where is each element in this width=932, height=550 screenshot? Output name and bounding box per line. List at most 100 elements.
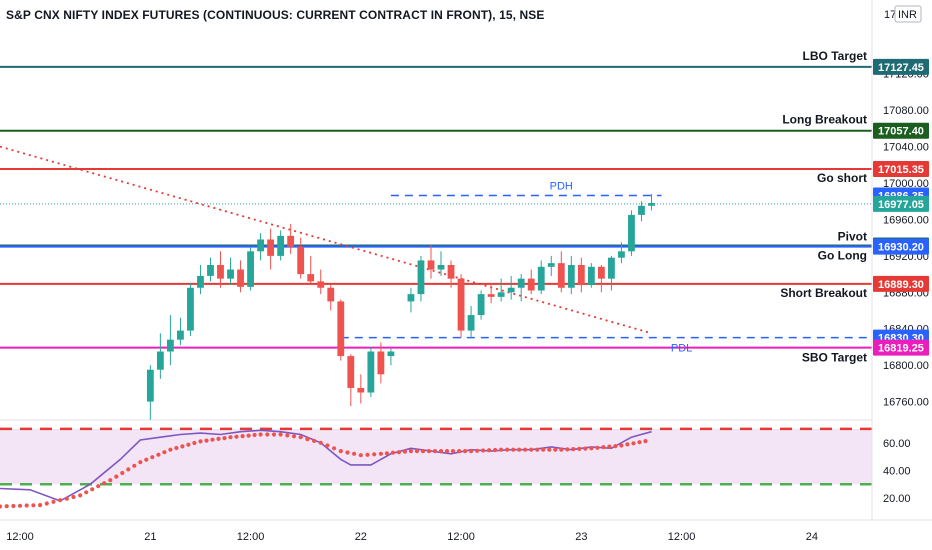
rsi-signal-dot xyxy=(426,449,432,454)
candle-body xyxy=(337,301,345,357)
rsi-signal-dot xyxy=(285,433,290,438)
candle-body xyxy=(477,294,485,316)
price-badge-label: 17057.40 xyxy=(878,126,924,138)
rsi-signal-dot xyxy=(583,446,588,451)
rsi-signal-dot xyxy=(114,474,119,479)
rsi-signal-dot xyxy=(372,452,377,457)
rsi-signal-dot xyxy=(365,452,370,457)
candle-body xyxy=(227,269,234,279)
rsi-signal-dot xyxy=(384,451,389,456)
rsi-signal-dot xyxy=(352,451,357,456)
rsi-band xyxy=(0,428,872,485)
rsi-signal-dot xyxy=(216,436,221,441)
price-badge-long-breakout xyxy=(873,122,929,139)
chart-title: S&P CNX NIFTY INDEX FUTURES (CONTINUOUS:… xyxy=(6,8,545,22)
candle-body xyxy=(307,274,315,282)
rsi-signal-dot xyxy=(565,447,570,452)
candle-body xyxy=(537,266,545,291)
rsi-signal-dot xyxy=(312,438,317,443)
candle-body xyxy=(317,281,325,288)
rsi-signal-dot xyxy=(17,503,23,508)
candle-body xyxy=(347,356,355,388)
trendline-group xyxy=(0,145,652,335)
price-tick-label: 16960.00 xyxy=(883,214,929,226)
rsi-signal-dot xyxy=(444,449,450,454)
rsi-signal-dot xyxy=(90,487,95,492)
rsi-signal-dot xyxy=(291,434,297,439)
candle-body xyxy=(166,339,174,352)
rsi-signal-dot xyxy=(358,453,363,458)
rsi-signal-dot xyxy=(517,447,522,452)
price-tick-label: 16800.00 xyxy=(883,360,929,372)
rsi-signal-dot xyxy=(529,447,534,452)
rsi-signal-dot xyxy=(162,450,167,455)
rsi-tick-label: 40.00 xyxy=(883,465,911,477)
candle-body xyxy=(327,287,335,302)
rsi-signal-dot xyxy=(553,447,558,452)
candle-body xyxy=(387,351,395,357)
rsi-signal-dot xyxy=(408,449,413,454)
rsi-signal-dot xyxy=(541,447,546,452)
candle-body xyxy=(217,264,224,279)
rsi-signal-dot xyxy=(378,451,383,456)
rsi-tick-label: 20.00 xyxy=(883,493,911,505)
rsi-signal-dot xyxy=(71,494,76,500)
rsi-signal-dot xyxy=(438,449,444,454)
rsi-signal-dot xyxy=(84,490,89,495)
rsi-signal-dot xyxy=(305,437,310,442)
price-badge-label: 16977.05 xyxy=(878,199,924,211)
rsi-signal-dot xyxy=(589,446,594,451)
price-axis: 17INR17120.0017080.0017040.0017000.00169… xyxy=(871,0,932,550)
axis-top-label: 17 xyxy=(884,9,896,21)
rsi-signal-dot xyxy=(631,441,636,446)
rsi-signal-dot xyxy=(619,443,624,448)
candle-body xyxy=(277,235,285,256)
time-tick-label: 21 xyxy=(144,531,156,543)
rsi-signal-dot xyxy=(469,449,474,454)
rsi-signal-dot xyxy=(420,449,426,454)
rsi-signal-dot xyxy=(198,439,203,444)
price-badge-label: 17015.35 xyxy=(878,164,924,176)
price-tick-label: 17080.00 xyxy=(883,105,929,117)
price-badge-label: 17127.45 xyxy=(878,62,924,74)
rsi-signal-dot xyxy=(38,503,43,508)
rsi-signal-dot xyxy=(44,501,49,506)
level-lines: LBO Target Long Breakout Go short PDH Pivot G… xyxy=(0,49,872,365)
price-axis-bg xyxy=(872,0,932,550)
candle-body xyxy=(156,351,164,370)
rsi-signal-dot xyxy=(228,435,233,440)
time-axis: 12:00 21 12:00 22 12:00 23 12:00 24 xyxy=(0,519,932,543)
rsi-signal-dot xyxy=(396,450,401,455)
price-badge-last xyxy=(873,195,929,212)
rsi-signal-dot xyxy=(332,446,337,451)
candle-body xyxy=(377,351,385,375)
rsi-signal-dot xyxy=(265,432,270,437)
candle-body xyxy=(187,287,194,331)
price-badge-sbo-target xyxy=(873,339,929,356)
level-text-go-long: Go Long xyxy=(818,249,867,263)
rsi-signal-dot xyxy=(222,436,227,441)
candle-body xyxy=(287,235,295,247)
rsi-signal-dot xyxy=(523,447,528,452)
rsi-signal-dot xyxy=(4,504,9,509)
rsi-signal-dot xyxy=(31,503,36,508)
price-badge-label: 16930.20 xyxy=(878,242,924,254)
rsi-pane xyxy=(0,427,872,509)
rsi-tick-label: 60.00 xyxy=(883,438,911,450)
rsi-signal-dot xyxy=(637,440,642,445)
rsi-signal-dot xyxy=(186,442,191,447)
rsi-signal-dot xyxy=(132,463,137,468)
rsi-signal-dot xyxy=(499,447,504,452)
price-badge-label: 16889.30 xyxy=(878,279,924,291)
candle-body xyxy=(267,239,275,256)
candle-body xyxy=(207,264,214,276)
rsi-signal-dot xyxy=(258,432,263,437)
rsi-signal-dot xyxy=(204,438,209,443)
rsi-signal-dot xyxy=(559,447,564,452)
rsi-signal-dot xyxy=(138,460,143,465)
time-tick-label: 12:00 xyxy=(6,531,34,543)
rsi-signal-dot xyxy=(0,504,3,509)
rsi-signal-dot xyxy=(210,437,215,442)
level-text-long-breakout: Long Breakout xyxy=(782,113,867,127)
